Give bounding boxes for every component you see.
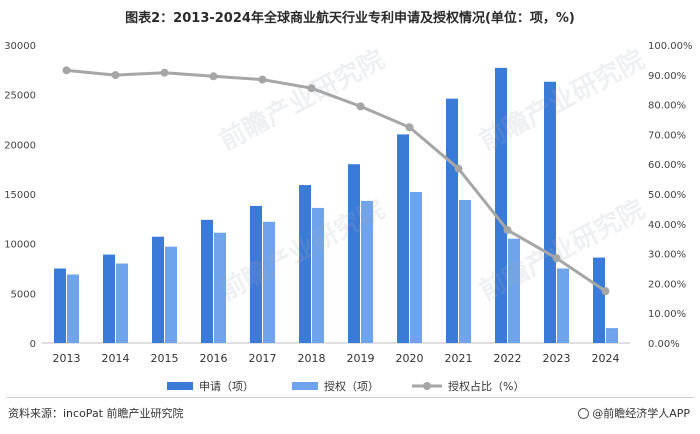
y-left-tick-label: 30000 [4,41,36,52]
bar-grants [67,274,79,343]
ratio-point [111,71,120,80]
legend-label-applications: 申请（项） [199,380,254,393]
y-right-tick-label: 50.00% [648,190,686,201]
ratio-point [356,102,365,111]
y-left-tick-label: 5000 [11,289,36,300]
legend-swatch-applications [167,382,193,390]
bar-applications [348,164,360,343]
x-tick-label: 2018 [298,352,326,365]
bar-grants [312,207,324,343]
bar-grants [165,246,177,343]
bar-applications [103,254,115,343]
brand-text: @前瞻经济学人APP [592,407,690,420]
bar-grants [606,328,618,343]
footer-divider [6,397,694,398]
bar-grants [116,263,128,343]
legend-label-grants: 授权（项） [324,379,379,393]
ratio-point [405,123,414,132]
x-tick-label: 2017 [249,352,277,365]
y-right-tick-label: 60.00% [648,160,686,171]
x-tick-label: 2015 [151,352,179,365]
bar-applications [495,67,507,343]
ratio-point [307,84,316,93]
y-left-tick-label: 15000 [4,190,36,201]
ratio-point [454,164,463,173]
legend-swatch-grants [292,382,318,390]
bar-applications [446,98,458,343]
y-right-tick-label: 0.00% [648,339,680,350]
y-left-tick-label: 10000 [4,240,36,251]
y-right-tick-label: 80.00% [648,101,686,112]
bar-applications [54,268,66,343]
ratio-point [160,68,169,77]
bar-applications [201,219,213,343]
source-note: 资料来源：incoPat 前瞻产业研究院 [8,407,184,420]
x-tick-label: 2019 [347,352,375,365]
y-left-tick-label: 20000 [4,140,36,151]
bar-grants [410,192,422,343]
y-left-tick-label: 0 [30,339,36,350]
bar-applications [250,205,262,343]
ratio-point [258,75,267,84]
brand-logo-icon [578,408,590,419]
brand-credit: @前瞻经济学人APP [578,405,690,421]
chart-title: 图表2：2013-2024年全球商业航天行业专利申请及授权情况(单位：项，%) [125,11,575,26]
ratio-point [552,254,561,263]
bar-grants [361,200,373,343]
ratio-point [601,287,610,296]
bar-grants [557,268,569,343]
y-left-tick-label: 25000 [4,91,36,102]
ratio-line [66,68,607,293]
bar-applications [152,236,164,343]
bar-grants [214,232,226,343]
y-right-tick-label: 100.00% [648,41,693,52]
bar-grants [508,238,520,343]
bar-grants [459,199,471,343]
bar-applications [299,185,311,343]
ratio-point [62,66,71,75]
y-right-tick-label: 10.00% [648,309,686,320]
x-tick-label: 2016 [200,352,228,365]
bar-grants [263,221,275,343]
bar-applications [544,81,556,344]
x-tick-label: 2013 [53,352,81,365]
x-tick-label: 2022 [494,352,522,365]
y-right-tick-label: 20.00% [648,279,686,290]
x-tick-label: 2023 [543,352,571,365]
ratio-point [503,226,512,235]
y-right-tick-label: 70.00% [648,130,686,141]
y-right-tick-label: 30.00% [648,250,686,261]
legend-label-ratio: 授权占比（%） [448,379,524,393]
y-right-tick-label: 40.00% [648,220,686,231]
bar-applications [397,134,409,343]
ratio-point [209,72,218,81]
x-tick-label: 2021 [445,352,473,365]
legend-marker-ratio [423,382,431,390]
x-tick-label: 2024 [592,352,620,365]
bar-applications [593,257,605,343]
x-tick-label: 2014 [102,352,130,365]
x-tick-label: 2020 [396,352,424,365]
y-right-tick-label: 90.00% [648,71,686,82]
